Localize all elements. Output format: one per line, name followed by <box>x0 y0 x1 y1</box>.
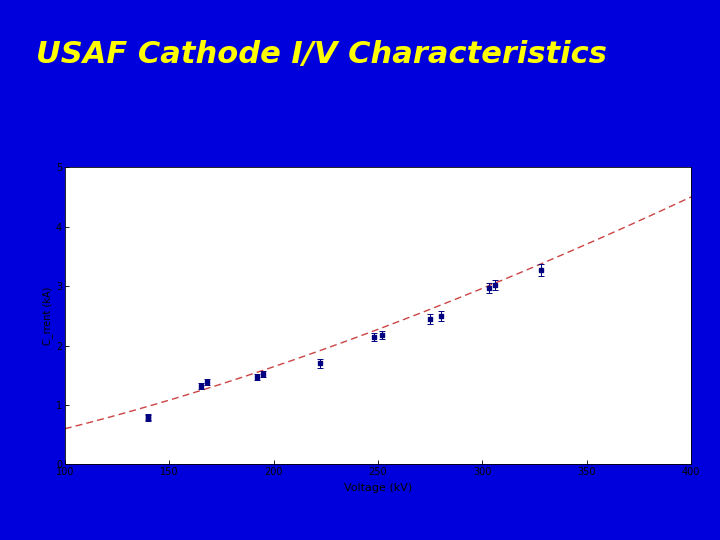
Y-axis label: C_rrent (kA): C_rrent (kA) <box>42 287 53 345</box>
X-axis label: Voltage (kV): Voltage (kV) <box>344 483 412 492</box>
Text: USAF Cathode I/V Characteristics: USAF Cathode I/V Characteristics <box>36 39 607 69</box>
